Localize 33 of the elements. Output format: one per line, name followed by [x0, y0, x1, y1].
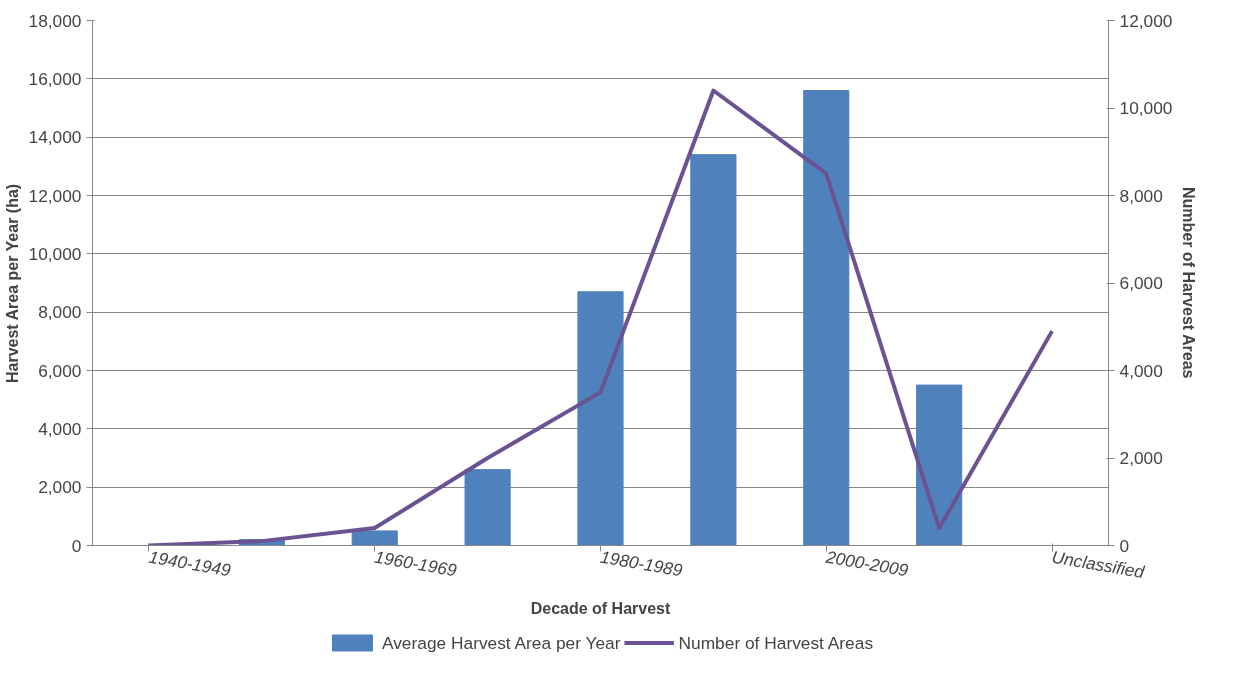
- y2-tick-label: 6,000: [1119, 273, 1163, 293]
- y2-tick-label: 4,000: [1119, 360, 1163, 381]
- y-tick-label: 4,000: [38, 418, 82, 439]
- bar: [351, 530, 398, 546]
- bar: [803, 90, 850, 546]
- y-axis-title: Harvest Area per Year (ha): [3, 183, 21, 384]
- bar: [916, 384, 963, 546]
- bar: [577, 291, 624, 546]
- y2-tick-label: 2,000: [1119, 448, 1163, 468]
- y-tick-label: 18,000: [28, 10, 82, 31]
- y-tick-label: 14,000: [28, 127, 82, 148]
- y-tick-label: 12,000: [28, 185, 82, 206]
- legend-label: Average Harvest Area per Year: [381, 632, 621, 653]
- bar: [464, 469, 511, 546]
- y-tick-label: 8,000: [38, 302, 82, 323]
- y2-tick-label: 12,000: [1119, 10, 1173, 31]
- y2-tick-label: 0: [1119, 535, 1130, 556]
- y2-axis-title: Number of Harvest Areas: [1180, 186, 1198, 379]
- y-tick-label: 2,000: [38, 477, 82, 498]
- x-axis-title: Decade of Harvest: [530, 600, 671, 618]
- line-series: [146, 88, 1055, 546]
- x-tick-label: 1980-1989: [598, 546, 685, 581]
- x-tick-label: 1940-1949: [147, 546, 233, 581]
- y-tick-label: 16,000: [28, 68, 82, 89]
- y2-tick-label: 8,000: [1119, 185, 1163, 206]
- x-tick-label: 1960-1969: [373, 546, 459, 581]
- legend-label: Number of Harvest Areas: [678, 632, 874, 653]
- bar: [690, 154, 737, 546]
- y-tick-label: 6,000: [38, 360, 82, 381]
- y2-tick-label: 10,000: [1119, 98, 1173, 118]
- y-tick-label: 10,000: [28, 243, 82, 264]
- x-tick-label: 2000-2009: [823, 546, 910, 581]
- y-tick-label: 0: [71, 535, 82, 556]
